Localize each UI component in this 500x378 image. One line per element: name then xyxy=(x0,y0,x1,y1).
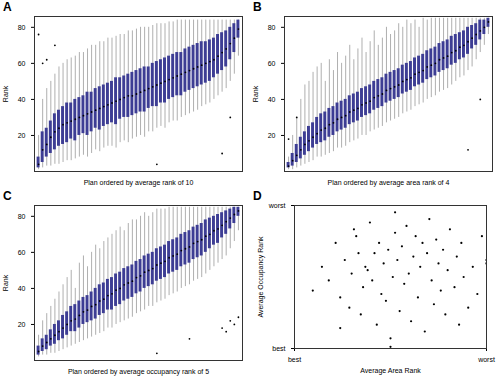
html-text:B: B xyxy=(253,0,262,14)
svg-text:20: 20 xyxy=(18,132,26,139)
svg-text:Rank: Rank xyxy=(252,85,259,102)
svg-text:60: 60 xyxy=(18,60,26,67)
svg-text:worst: worst xyxy=(477,356,495,363)
svg-text:40: 40 xyxy=(268,96,276,103)
svg-text:Average Occupancy Rank: Average Occupancy Rank xyxy=(257,236,265,318)
html-text:D: D xyxy=(253,189,262,203)
svg-text:80: 80 xyxy=(18,213,26,220)
svg-text:20: 20 xyxy=(268,132,276,139)
svg-text:worst: worst xyxy=(268,202,286,209)
svg-text:Average Area Rank: Average Area Rank xyxy=(360,367,421,375)
svg-text:80: 80 xyxy=(268,24,276,31)
svg-text:40: 40 xyxy=(18,285,26,292)
html-text:C: C xyxy=(3,189,12,203)
svg-text:Rank: Rank xyxy=(2,274,9,291)
svg-text:best: best xyxy=(288,356,301,363)
svg-text:Plan ordered by average area r: Plan ordered by average area rank of 4 xyxy=(328,179,450,187)
svg-text:Plan ordered by average rank o: Plan ordered by average rank of 10 xyxy=(84,179,194,187)
svg-text:20: 20 xyxy=(18,321,26,328)
svg-text:Rank: Rank xyxy=(2,85,9,102)
svg-text:60: 60 xyxy=(18,249,26,256)
html-text:A: A xyxy=(3,0,12,14)
svg-text:80: 80 xyxy=(18,24,26,31)
svg-text:best: best xyxy=(272,345,285,352)
svg-text:40: 40 xyxy=(18,96,26,103)
svg-text:60: 60 xyxy=(268,60,276,67)
svg-text:Plan ordered by average occupa: Plan ordered by average occupancy rank o… xyxy=(68,368,209,376)
